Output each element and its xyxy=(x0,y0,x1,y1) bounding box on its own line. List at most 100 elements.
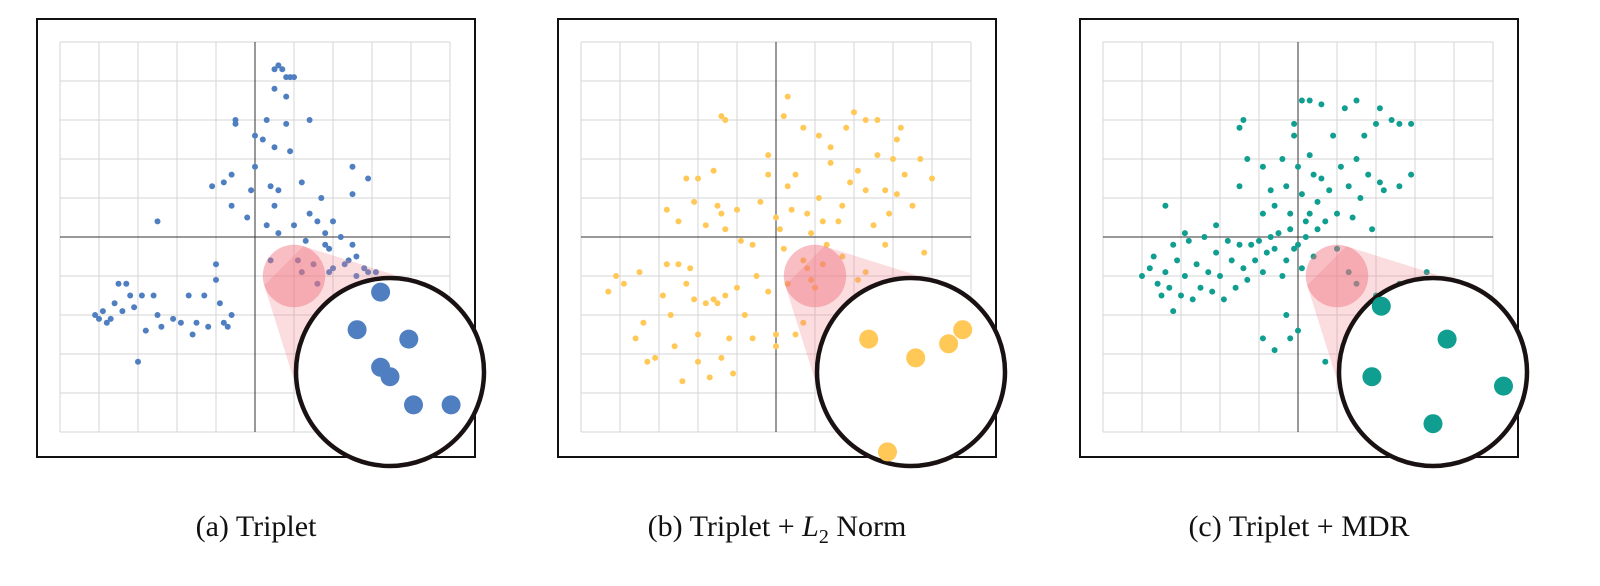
data-point xyxy=(765,152,772,159)
data-point xyxy=(1306,97,1313,104)
data-point xyxy=(671,343,678,350)
data-point xyxy=(259,136,266,143)
data-point xyxy=(248,187,255,194)
data-point xyxy=(1205,269,1212,276)
data-point xyxy=(306,210,313,217)
zoom-region xyxy=(1305,244,1369,308)
data-point xyxy=(349,241,356,248)
data-point xyxy=(193,319,200,326)
data-point xyxy=(1298,97,1305,104)
data-point xyxy=(150,292,157,299)
data-point xyxy=(123,280,130,287)
data-point xyxy=(683,280,690,287)
zoomed-points-b xyxy=(859,320,973,462)
data-point xyxy=(890,156,896,162)
data-point xyxy=(232,117,239,123)
data-point xyxy=(749,241,756,248)
data-point xyxy=(792,171,799,178)
data-point xyxy=(808,276,815,283)
data-point xyxy=(1256,237,1262,244)
scatter-panel-c xyxy=(1079,18,1530,469)
data-point xyxy=(819,218,826,225)
data-point xyxy=(652,354,659,361)
caption-a: (a) Triplet xyxy=(16,510,496,544)
data-point xyxy=(1283,183,1290,190)
zoomed-point xyxy=(1494,376,1513,396)
data-point xyxy=(1287,335,1294,342)
data-point xyxy=(710,167,717,174)
data-point xyxy=(827,144,834,151)
data-point xyxy=(244,214,251,221)
data-point xyxy=(854,276,861,283)
data-point xyxy=(808,230,815,237)
data-point xyxy=(675,261,682,268)
data-point xyxy=(1259,210,1266,217)
data-point xyxy=(271,202,278,209)
data-point xyxy=(1287,210,1294,217)
scatter-plot-b xyxy=(580,41,1008,469)
data-point xyxy=(874,152,881,159)
data-point xyxy=(1330,132,1337,139)
data-point xyxy=(870,222,877,229)
data-point xyxy=(815,132,822,139)
data-point xyxy=(882,187,889,194)
data-point xyxy=(1302,234,1309,240)
data-point xyxy=(127,292,134,299)
data-point xyxy=(667,312,674,318)
data-point xyxy=(632,335,639,342)
data-point xyxy=(1178,292,1184,299)
data-point xyxy=(1244,276,1251,283)
data-point xyxy=(330,218,336,225)
data-point xyxy=(1408,171,1415,178)
data-point xyxy=(138,292,145,299)
data-point xyxy=(1314,198,1321,205)
data-point xyxy=(749,335,756,342)
zoomed-point xyxy=(1423,414,1443,434)
data-point xyxy=(1150,253,1157,260)
data-point xyxy=(310,261,317,268)
data-point xyxy=(205,323,212,330)
data-point xyxy=(1217,273,1223,279)
data-point xyxy=(322,241,329,248)
data-point xyxy=(1162,269,1169,276)
data-point xyxy=(734,284,740,291)
data-point xyxy=(1322,358,1329,365)
data-point xyxy=(812,284,818,291)
data-point xyxy=(675,218,682,225)
data-point xyxy=(1302,218,1309,225)
magnifier-lens xyxy=(814,275,1008,469)
data-point xyxy=(1244,156,1251,162)
data-point xyxy=(765,171,772,178)
data-point xyxy=(252,163,258,170)
data-point xyxy=(1201,234,1208,240)
data-point xyxy=(1341,105,1348,112)
data-point xyxy=(1236,241,1243,248)
data-point xyxy=(322,230,329,237)
data-point xyxy=(695,331,701,338)
data-point xyxy=(1146,265,1153,272)
data-point xyxy=(788,206,795,213)
data-point xyxy=(353,253,360,260)
data-point xyxy=(1408,120,1415,127)
data-point xyxy=(1283,257,1290,264)
data-point xyxy=(765,288,772,295)
caption-b-suffix: Norm xyxy=(828,510,907,543)
data-point xyxy=(804,210,811,217)
data-point xyxy=(1166,284,1173,291)
data-point xyxy=(741,312,748,318)
data-point xyxy=(722,226,729,233)
data-point xyxy=(695,358,701,365)
data-point xyxy=(706,374,713,381)
data-point xyxy=(185,292,192,299)
zoomed-point xyxy=(1371,296,1391,316)
zoomed-point xyxy=(371,282,391,302)
data-point xyxy=(170,315,177,322)
data-point xyxy=(1295,241,1301,248)
data-point xyxy=(314,280,321,287)
data-point xyxy=(1353,156,1360,162)
data-point xyxy=(1345,269,1352,276)
data-point xyxy=(780,245,787,252)
data-point xyxy=(209,183,216,190)
data-point xyxy=(800,124,807,131)
data-point xyxy=(1295,327,1301,334)
